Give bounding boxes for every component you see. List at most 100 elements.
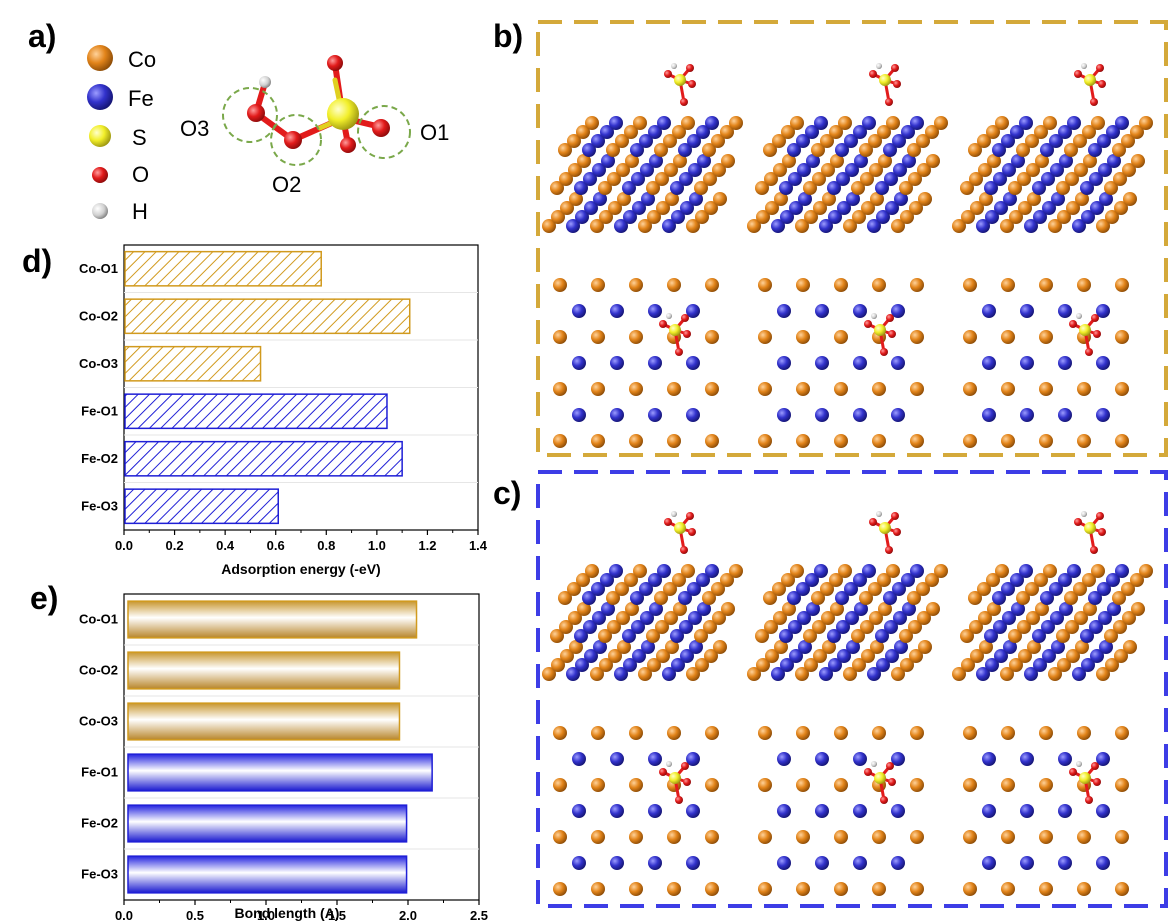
fe-atom (796, 582, 810, 596)
co-atom (721, 602, 735, 616)
x-tick-label: 0.0 (115, 908, 133, 923)
co-atom (765, 649, 779, 663)
bar-fe-o1 (124, 393, 388, 430)
bar-fe-o2 (127, 804, 408, 843)
fe-atom (901, 125, 915, 139)
x-tick-label: 0.2 (166, 538, 184, 553)
co-atom (979, 192, 993, 206)
co-atom (756, 210, 770, 224)
o-atom (675, 796, 683, 804)
co-atom (695, 210, 709, 224)
o-atom (1096, 512, 1104, 520)
o-atom (1096, 64, 1104, 72)
co-atom (758, 434, 772, 448)
co-atom (569, 640, 583, 654)
co-atom (1048, 667, 1062, 681)
fe-atom (1020, 752, 1034, 766)
fe-atom (575, 210, 589, 224)
fe-atom (648, 304, 662, 318)
fe-atom (1058, 125, 1072, 139)
fe-atom (815, 304, 829, 318)
fe-atom (1090, 649, 1104, 663)
fe-atom (854, 154, 868, 168)
fe-atom (600, 125, 614, 139)
co-atom (834, 778, 848, 792)
hso3-adsorbate (1069, 761, 1101, 804)
fe-atom (805, 573, 819, 587)
fe-atom (901, 573, 915, 587)
co-atom (773, 611, 787, 625)
fe-atom (687, 582, 701, 596)
legend-swatch-h (92, 203, 108, 219)
co-atom (830, 602, 844, 616)
o-atom (664, 70, 672, 78)
fe-atom (671, 210, 685, 224)
fe-atom (1019, 564, 1033, 578)
fe-atom (678, 143, 692, 157)
fe-atom (1107, 602, 1121, 616)
co-atom (553, 830, 567, 844)
co-atom (843, 667, 857, 681)
co-atom (654, 143, 668, 157)
co-atom (569, 192, 583, 206)
co-atom (987, 602, 1001, 616)
co-atom (624, 125, 638, 139)
co-atom (861, 649, 875, 663)
co-atom (672, 125, 686, 139)
fe-atom (1032, 181, 1046, 195)
co-atom (796, 382, 810, 396)
chart-e-bars (127, 600, 433, 894)
fe-atom (771, 667, 785, 681)
co-atom (1105, 210, 1119, 224)
co-atom (585, 564, 599, 578)
fe-atom (1115, 116, 1129, 130)
chart-e-gridlines (124, 644, 479, 850)
molecule-atom-o-bottom (340, 137, 356, 153)
co-atom (681, 116, 695, 130)
category-label-fe-o1: Fe-O1 (81, 765, 118, 780)
hso3-adsorbate (864, 761, 896, 804)
co-atom (599, 658, 613, 672)
co-atom (968, 143, 982, 157)
fe-atom (910, 116, 924, 130)
fe-atom (610, 752, 624, 766)
fe-atom (696, 573, 710, 587)
fe-atom (788, 172, 802, 186)
fe-atom (815, 408, 829, 422)
s-atom (874, 324, 886, 336)
category-label-fe-o3: Fe-O3 (81, 498, 118, 513)
co-atom (872, 830, 886, 844)
co-atom (1017, 620, 1031, 634)
fe-atom (640, 611, 654, 625)
co-atom (647, 210, 661, 224)
co-atom (1018, 649, 1032, 663)
fe-atom (1098, 163, 1112, 177)
x-tick-label: 1.0 (368, 538, 386, 553)
panel-label-a: a) (28, 18, 57, 54)
fe-atom (641, 192, 655, 206)
co-atom (1075, 192, 1089, 206)
co-atom (1077, 882, 1091, 896)
fe-atom (984, 181, 998, 195)
fe-atom (572, 752, 586, 766)
co-atom (638, 667, 652, 681)
co-atom (934, 564, 948, 578)
co-atom (1130, 573, 1144, 587)
fe-atom (572, 356, 586, 370)
co-atom (646, 181, 660, 195)
fe-atom (572, 856, 586, 870)
co-atom (711, 134, 725, 148)
molecule-atom-o2 (284, 131, 302, 149)
fe-atom (639, 582, 653, 596)
co-atom (704, 201, 718, 215)
co-atom (551, 210, 565, 224)
co-atom (781, 573, 795, 587)
co-atom (1008, 629, 1022, 643)
co-atom (852, 210, 866, 224)
hso3-adsorbate (869, 63, 901, 106)
s-atom (674, 522, 686, 534)
h-atom (666, 761, 672, 767)
fe-atom (1010, 573, 1024, 587)
co-atom (551, 658, 565, 672)
co-atom (629, 330, 643, 344)
